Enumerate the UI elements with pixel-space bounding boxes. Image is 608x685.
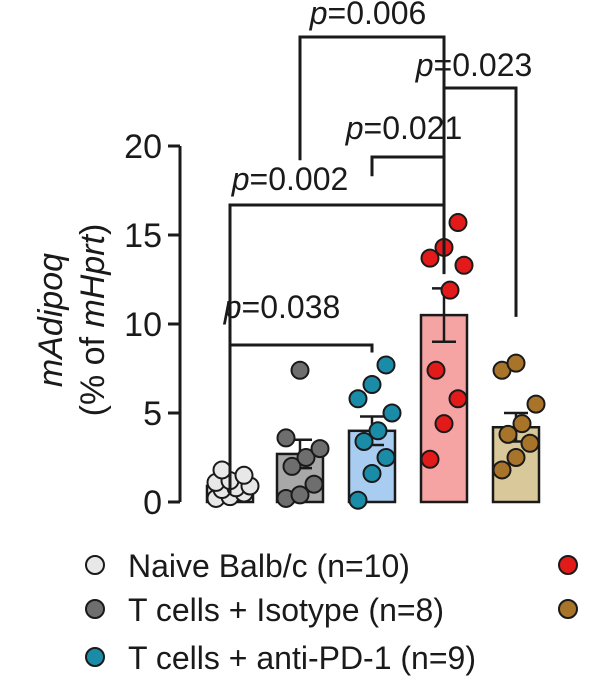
data-point: [498, 424, 518, 444]
legend-marker: [558, 555, 578, 575]
y-axis-title: mAdipoq: [32, 253, 70, 387]
data-point: [382, 403, 402, 423]
legend-marker: [85, 599, 105, 619]
data-point: [276, 428, 296, 448]
y-tick-label: 15: [124, 217, 162, 255]
axis: 0 5 10 15 20 mAdipoq (% of mHprt): [32, 128, 182, 522]
legend-label: T cells + Isotype (n=8): [128, 592, 444, 628]
data-point: [420, 449, 440, 469]
y-tick-label: 5: [143, 395, 162, 433]
p-value-label: p=0.002: [231, 161, 349, 197]
legend-marker: [558, 599, 578, 619]
data-point: [434, 414, 454, 434]
data-point: [354, 431, 374, 451]
p-value-label: p=0.023: [415, 47, 533, 83]
data-point: [492, 460, 512, 480]
data-point: [362, 464, 382, 484]
p-value-label: p=0.038: [223, 289, 341, 325]
data-point: [454, 255, 474, 275]
data-point: [506, 448, 526, 467]
significance-bracket: [228, 202, 446, 463]
significance-bracket: [370, 155, 446, 203]
bar: [419, 313, 469, 504]
significance-brackets: p=0.038 p=0.002 p=0.021 p=0.006 p=0.023: [223, 0, 533, 495]
data-point: [512, 414, 532, 434]
significance-bracket: [442, 86, 518, 317]
data-point: [368, 421, 388, 441]
legend: Naive Balb/c (n=10) T cells + Isotype (n=…: [85, 548, 578, 676]
data-point: [526, 394, 546, 414]
p-value-label: p=0.021: [345, 110, 463, 146]
data-point: [310, 439, 330, 459]
data-point: [520, 433, 540, 453]
data-point: [348, 389, 368, 409]
legend-marker: [85, 647, 105, 667]
data-point: [426, 360, 446, 380]
data-point: [376, 448, 396, 467]
data-point: [440, 280, 460, 300]
y-tick-label: 20: [124, 128, 162, 166]
data-point: [212, 460, 232, 480]
y-tick-label: 10: [124, 306, 162, 344]
data-point: [448, 213, 468, 233]
data-point: [290, 485, 310, 505]
data-point: [362, 375, 382, 395]
data-point: [348, 490, 368, 510]
data-point: [420, 248, 440, 268]
data-point: [234, 465, 254, 485]
data-point: [376, 355, 396, 375]
data-point: [448, 389, 468, 409]
data-point: [304, 474, 324, 494]
y-axis-subtitle: (% of mHprt): [74, 224, 112, 417]
p-value-label: p=0.006: [309, 0, 427, 31]
legend-label: T cells + anti-PD-1 (n=9): [128, 640, 476, 676]
data-point: [296, 448, 316, 467]
y-tick-label: 0: [143, 484, 162, 522]
data-point: [290, 360, 310, 380]
legend-label: Naive Balb/c (n=10): [128, 548, 410, 584]
data-point: [506, 353, 526, 373]
data-point: [282, 456, 302, 476]
legend-marker: [85, 555, 105, 575]
